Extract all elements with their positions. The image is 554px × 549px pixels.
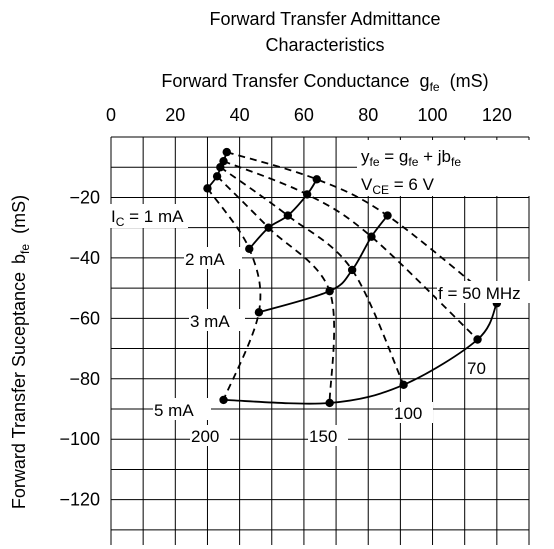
data-point [399, 380, 408, 390]
data-point [264, 223, 273, 232]
current-label-5ma: 5 mA [154, 401, 194, 420]
data-point [283, 211, 293, 220]
data-point [325, 398, 334, 408]
y-tick-label: −20 [69, 187, 100, 207]
data-point [325, 286, 334, 296]
y-tick-label: −60 [69, 308, 100, 328]
chart-title-line-1: Forward Transfer Admittance [209, 9, 440, 29]
equation-line-2: VCE = 6 V [361, 175, 435, 197]
data-point [219, 395, 228, 405]
frequency-label-150: 150 [309, 427, 337, 446]
equation-background [357, 140, 537, 196]
frequency-label-50mhz: f = 50 MHz [438, 284, 521, 303]
frequency-label-70: 70 [467, 359, 486, 378]
data-point [367, 232, 376, 241]
curve-200 [206, 187, 262, 401]
x-axis-label: Forward Transfer Conductance gfe (mS) [161, 71, 488, 94]
data-point [203, 184, 212, 193]
x-tick-label: 40 [230, 105, 250, 125]
y-tick-label: −120 [59, 490, 100, 510]
y-tick-label: −100 [59, 429, 100, 449]
x-tick-label: 60 [294, 105, 314, 125]
data-point [312, 175, 321, 184]
x-tick-label: 20 [165, 105, 185, 125]
x-tick-label: 80 [358, 105, 378, 125]
data-point [383, 211, 392, 220]
data-point [473, 335, 482, 344]
grid [110, 136, 530, 545]
data-point [216, 163, 225, 172]
curve-2-ma [248, 178, 318, 250]
x-tick-label: 0 [106, 105, 116, 125]
curve-150 [216, 175, 336, 404]
data-point [245, 244, 254, 254]
data-curves [203, 147, 502, 408]
x-tick-label: 120 [482, 105, 512, 125]
data-point [347, 265, 357, 275]
data-point [212, 172, 222, 181]
data-point [254, 308, 264, 317]
chart-title-line-2: Characteristics [265, 35, 384, 55]
y-axis-label: Forward Transfer Suceptancebfe(mS) [9, 195, 32, 509]
data-point [302, 190, 312, 199]
current-label-3ma: 3 mA [190, 312, 230, 331]
current-label-2ma: 2 mA [185, 250, 225, 269]
frequency-label-200: 200 [191, 427, 219, 446]
data-point [222, 147, 231, 157]
current-label-1ma: IC = 1 mA [111, 207, 184, 229]
tick-labels: 0 20 40 60 80 100 120 −20 −40 −60 −80 −100 −120 [59, 105, 511, 510]
curve-70 [223, 160, 479, 341]
annotations: yfe = gfe + jbfe VCE = 6 V IC = 1 mA 2 m… [110, 140, 547, 446]
y-tick-label: −40 [69, 248, 100, 268]
x-tick-label: 100 [418, 105, 448, 125]
curve-100 [219, 166, 405, 386]
equation-line-1: yfe = gfe + jbfe [361, 147, 461, 169]
y-tick-label: −80 [69, 369, 100, 389]
frequency-label-100: 100 [394, 404, 422, 423]
